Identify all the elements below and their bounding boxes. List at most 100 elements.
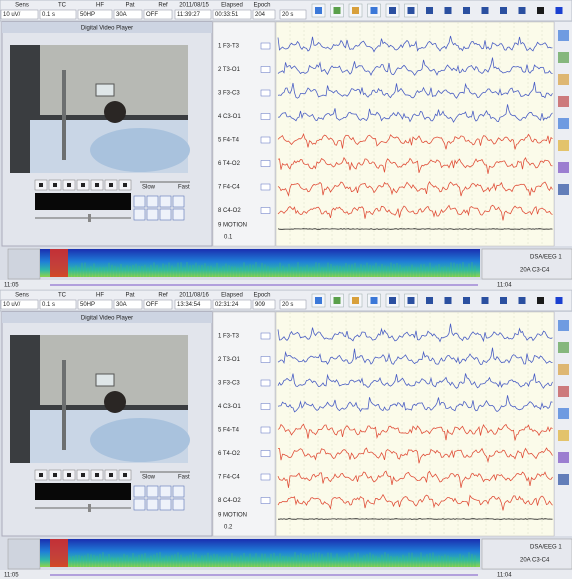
video-monitor <box>96 84 114 96</box>
player-tool[interactable] <box>160 499 171 510</box>
toolbar-icon <box>482 297 489 304</box>
toolbar-icon <box>334 7 341 14</box>
player-tool[interactable] <box>147 486 158 497</box>
toolbar-label: TC <box>58 293 67 299</box>
toolbar-value: 10 uV/ <box>3 302 21 308</box>
toolbar-label: Epoch <box>253 293 270 299</box>
channel-label: 9 MOTION <box>218 513 247 519</box>
side-button[interactable] <box>558 96 569 107</box>
channel-scale <box>261 137 270 143</box>
toolbar-icon <box>482 7 489 14</box>
side-button[interactable] <box>558 452 569 463</box>
dsa-label: DSA/EEG 1 <box>530 545 562 551</box>
video-stand <box>62 360 66 450</box>
player-button-icon <box>95 473 99 477</box>
channel-scale <box>261 451 270 457</box>
toolbar-value: 50HP <box>80 302 95 308</box>
side-button[interactable] <box>558 386 569 397</box>
dsa-left-box <box>8 539 40 569</box>
toolbar-icon <box>556 297 563 304</box>
channel-label: 2 T3-O1 <box>218 67 241 73</box>
player-slider-thumb[interactable] <box>88 214 91 222</box>
player-button-icon <box>81 183 85 187</box>
side-button[interactable] <box>558 320 569 331</box>
toolbar-icon <box>371 7 378 14</box>
side-button[interactable] <box>558 364 569 375</box>
status-right: 11:04 <box>497 573 512 579</box>
toolbar-value: 20 s <box>282 302 293 308</box>
toolbar-label: 2011/08/15 <box>179 3 209 9</box>
toolbar-value: 204 <box>255 12 266 18</box>
channel-label: 1 F3-T3 <box>218 334 240 340</box>
channel-scale <box>261 427 270 433</box>
dsa-label: DSA/EEG 1 <box>530 255 562 261</box>
toolbar-value: 13:34:54 <box>177 302 201 308</box>
side-button[interactable] <box>558 342 569 353</box>
side-button[interactable] <box>558 74 569 85</box>
player-tool[interactable] <box>173 486 184 497</box>
channel-scale <box>261 67 270 73</box>
video-head <box>104 391 126 413</box>
player-button-icon <box>53 183 57 187</box>
dsa-channel: 20A C3-C4 <box>520 558 550 564</box>
status-left: 11:05 <box>4 573 19 579</box>
side-button[interactable] <box>558 30 569 41</box>
toolbar-icon <box>315 297 322 304</box>
toolbar-value: 00:33:51 <box>215 12 239 18</box>
dsa-left-box <box>8 249 40 279</box>
dsa-channel: 20A C3-C4 <box>520 268 550 274</box>
status-right: 11:04 <box>497 283 512 289</box>
player-tool[interactable] <box>134 209 145 220</box>
video-blanket <box>90 128 190 172</box>
toolbar-label: 2011/08/16 <box>179 293 209 299</box>
side-button[interactable] <box>558 118 569 129</box>
channel-scale <box>261 114 270 120</box>
channel-scale <box>261 380 270 386</box>
side-button[interactable] <box>558 184 569 195</box>
toolbar-icon <box>334 297 341 304</box>
side-button[interactable] <box>558 52 569 63</box>
toolbar-value: 30A <box>116 12 127 18</box>
toolbar-icon <box>389 297 396 304</box>
toolbar-icon <box>519 7 526 14</box>
player-tool[interactable] <box>173 196 184 207</box>
toolbar-value: 30A <box>116 302 127 308</box>
player-title: Digital Video Player <box>81 316 133 322</box>
toolbar-value: OFF <box>146 302 158 308</box>
toolbar-icon <box>519 297 526 304</box>
dsa-panel <box>482 249 572 279</box>
player-tool[interactable] <box>147 196 158 207</box>
side-button[interactable] <box>558 430 569 441</box>
toolbar-value: 11:39:27 <box>177 12 201 18</box>
player-tool[interactable] <box>147 209 158 220</box>
player-display <box>35 483 131 500</box>
player-button-icon <box>123 183 127 187</box>
player-button-icon <box>123 473 127 477</box>
side-button[interactable] <box>558 140 569 151</box>
side-button[interactable] <box>558 474 569 485</box>
channel-label: 4 C3-O1 <box>218 404 241 410</box>
player-tool[interactable] <box>134 486 145 497</box>
player-slider-thumb[interactable] <box>88 504 91 512</box>
motion-value: 0.1 <box>224 235 233 241</box>
player-tool[interactable] <box>160 196 171 207</box>
player-tool[interactable] <box>173 209 184 220</box>
toolbar-icon <box>537 7 544 14</box>
toolbar-value: 02:31:24 <box>215 302 239 308</box>
player-tool[interactable] <box>134 196 145 207</box>
toolbar-label: Elapsed <box>221 3 243 9</box>
motion-value: 0.2 <box>224 525 233 531</box>
player-button-icon <box>67 473 71 477</box>
channel-scale <box>261 161 270 167</box>
player-tool[interactable] <box>134 499 145 510</box>
player-tool[interactable] <box>160 486 171 497</box>
player-tool[interactable] <box>147 499 158 510</box>
side-button[interactable] <box>558 162 569 173</box>
side-button[interactable] <box>558 408 569 419</box>
player-tool[interactable] <box>160 209 171 220</box>
player-tool[interactable] <box>173 499 184 510</box>
player-title: Digital Video Player <box>81 26 133 32</box>
channel-label: 1 F3-T3 <box>218 44 240 50</box>
speed-fast: Fast <box>178 475 190 481</box>
toolbar-value: 10 uV/ <box>3 12 21 18</box>
